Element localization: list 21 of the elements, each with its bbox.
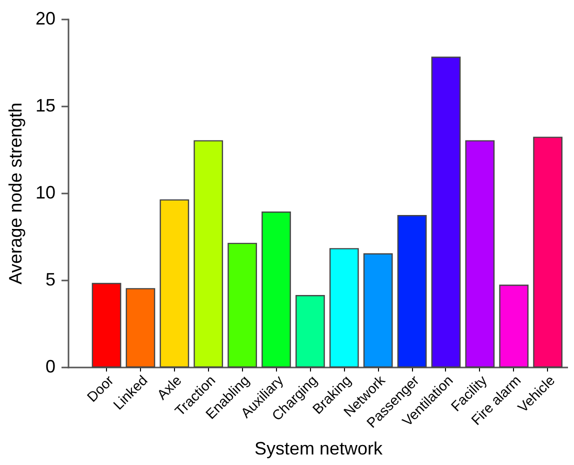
bar (262, 212, 291, 368)
bar (228, 242, 257, 368)
y-tick-label: 15 (35, 96, 56, 116)
bar (194, 140, 224, 368)
bar (397, 215, 427, 368)
bar (160, 199, 190, 368)
bar (126, 288, 156, 368)
x-axis-title: System network (254, 438, 384, 459)
bar (431, 56, 461, 368)
bar (499, 284, 529, 368)
bar (533, 136, 562, 368)
bar (296, 295, 325, 368)
bar (465, 140, 495, 368)
bar (329, 248, 359, 368)
y-tick-label: 10 (35, 182, 56, 202)
y-tick-label: 0 (45, 356, 56, 376)
y-axis-title: Average node strength (5, 102, 26, 284)
bar (92, 282, 122, 368)
y-tick-label: 20 (35, 8, 56, 28)
bar (363, 253, 393, 368)
y-tick-label: 5 (45, 270, 56, 290)
